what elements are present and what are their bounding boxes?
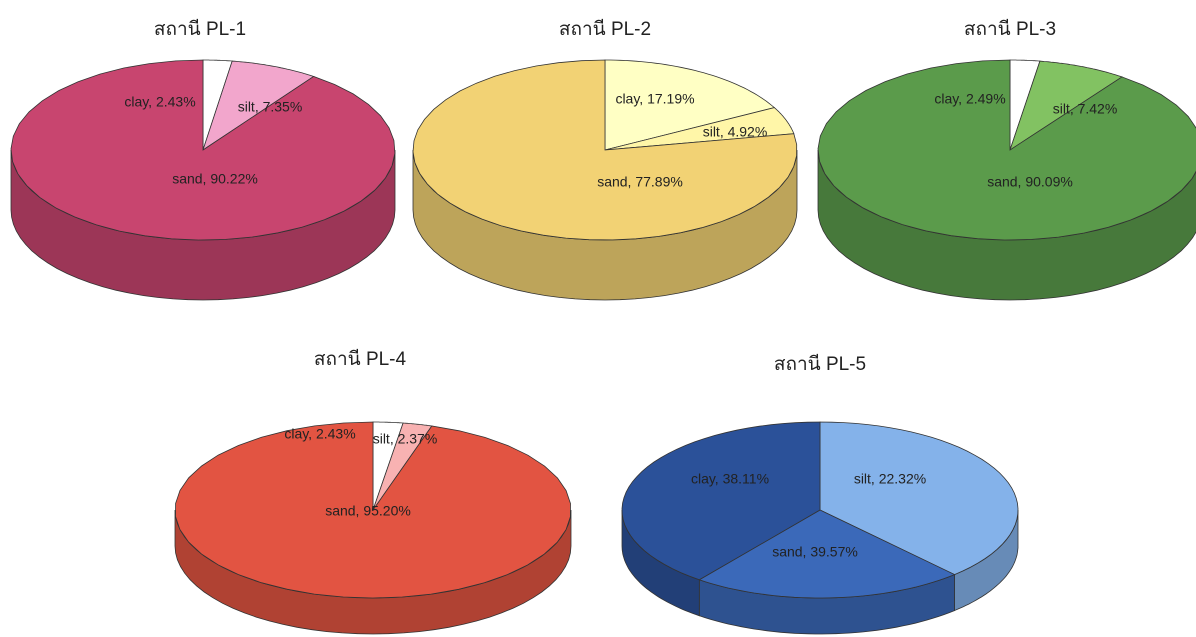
pie-slice xyxy=(412,59,798,241)
chart-title: สถานี PL-3 xyxy=(964,18,1056,40)
data-label: clay, 17.19% xyxy=(615,91,694,107)
chart-title: สถานี PL-5 xyxy=(774,353,866,375)
data-label: sand, 90.22% xyxy=(172,171,258,187)
chart-title: สถานี PL-1 xyxy=(154,18,246,40)
chart-title: สถานี PL-4 xyxy=(314,348,407,370)
pie-slice xyxy=(698,509,956,599)
pie-slice xyxy=(372,422,433,511)
data-label: silt, 7.42% xyxy=(1053,101,1118,117)
data-label: sand, 39.57% xyxy=(772,544,858,560)
data-label: clay, 38.11% xyxy=(691,471,769,487)
data-label: clay, 2.43% xyxy=(284,426,355,442)
chart-title: สถานี PL-2 xyxy=(559,18,651,40)
pie-slice xyxy=(604,107,795,151)
data-label: sand, 90.09% xyxy=(987,174,1073,190)
data-label: silt, 2.37% xyxy=(373,431,438,447)
data-label: silt, 7.35% xyxy=(238,99,303,115)
pie-slice xyxy=(604,59,776,151)
data-label: silt, 22.32% xyxy=(854,471,926,487)
data-label: silt, 4.92% xyxy=(703,124,768,140)
pie-slice xyxy=(819,421,1019,576)
data-label: clay, 2.43% xyxy=(124,94,195,110)
pie-slice xyxy=(10,59,396,241)
pie-slice xyxy=(175,421,571,599)
pie-slice xyxy=(1009,60,1123,151)
pie-slice xyxy=(621,421,821,581)
pie-slice xyxy=(817,59,1196,241)
data-label: sand, 95.20% xyxy=(325,503,411,519)
data-label: clay, 2.49% xyxy=(934,91,1005,107)
data-label: sand, 77.89% xyxy=(597,174,683,190)
pie-slice xyxy=(202,60,315,151)
